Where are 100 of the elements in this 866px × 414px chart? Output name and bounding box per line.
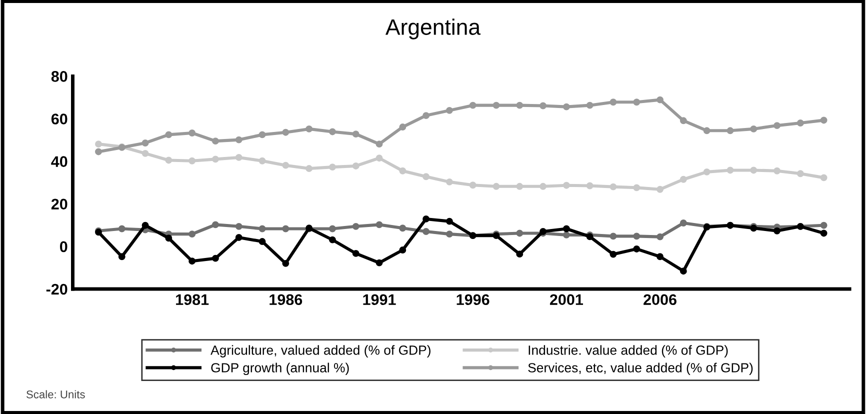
text: Scale: Units	[26, 390, 85, 398]
point	[258, 238, 266, 245]
x-tick-label: 2001	[550, 294, 584, 306]
point	[610, 250, 617, 258]
point	[328, 128, 336, 136]
legend-label: Agriculture, valued added (% of GDP)	[210, 345, 430, 358]
point	[750, 125, 758, 132]
point	[540, 182, 547, 190]
point	[282, 260, 290, 267]
point	[820, 230, 828, 237]
point	[188, 230, 196, 238]
point	[820, 222, 828, 229]
point	[376, 154, 383, 162]
point	[610, 232, 617, 240]
point	[188, 130, 196, 136]
point	[469, 182, 476, 189]
point	[306, 165, 313, 172]
y-tick-label: 20	[51, 198, 68, 210]
point	[726, 127, 734, 134]
point	[282, 225, 290, 232]
point	[399, 224, 406, 232]
point	[562, 231, 570, 238]
y-tick-label: 80	[51, 71, 68, 82]
point	[212, 221, 219, 228]
point	[562, 182, 570, 189]
point	[656, 253, 664, 260]
legend-label: Services, etc, value added (% of GDP)	[528, 362, 753, 376]
point	[796, 120, 804, 126]
point	[235, 222, 242, 230]
point	[422, 173, 430, 180]
point	[328, 236, 336, 244]
point	[516, 250, 524, 258]
point	[796, 170, 804, 178]
y-tick-label: 0	[60, 241, 68, 252]
point	[633, 245, 640, 252]
point	[352, 250, 360, 257]
point	[446, 178, 453, 186]
point	[492, 182, 500, 190]
point	[422, 112, 430, 120]
point	[352, 130, 360, 138]
x-tick-label: 1981	[176, 294, 209, 306]
point	[376, 140, 383, 148]
point	[235, 154, 242, 161]
point	[235, 136, 242, 144]
point	[562, 225, 570, 232]
point	[446, 106, 453, 114]
point	[328, 164, 336, 171]
point	[680, 268, 687, 275]
point	[118, 225, 126, 232]
point	[399, 124, 406, 131]
legend-label: Industrie. value added (% of GDP)	[528, 345, 728, 358]
point	[142, 140, 149, 146]
point	[165, 131, 172, 138]
chart-title: Argentina	[385, 18, 481, 40]
point	[352, 222, 360, 230]
point	[258, 131, 266, 138]
y-tick-label: 60	[51, 114, 68, 124]
point	[680, 220, 687, 226]
point	[376, 221, 383, 228]
point	[774, 227, 780, 234]
point	[376, 259, 383, 266]
point	[610, 98, 617, 106]
point	[352, 162, 360, 170]
point	[399, 246, 406, 254]
y-tick-label: 40	[51, 156, 68, 167]
point	[306, 125, 313, 132]
x-tick-label: 1996	[456, 294, 490, 306]
point	[703, 127, 710, 134]
point	[469, 102, 476, 109]
point	[540, 102, 547, 110]
point	[188, 258, 196, 265]
point	[142, 150, 149, 157]
point	[656, 96, 664, 104]
point	[633, 98, 640, 106]
point	[516, 230, 524, 237]
point	[586, 102, 594, 109]
point	[726, 166, 734, 174]
point	[680, 176, 687, 183]
point	[282, 162, 290, 169]
y-tick-label: -20	[46, 284, 68, 295]
point	[750, 166, 758, 174]
point	[446, 230, 453, 238]
point	[633, 184, 640, 192]
point	[165, 234, 172, 242]
point	[212, 156, 219, 163]
point	[422, 215, 430, 222]
point	[516, 102, 524, 109]
point	[820, 174, 828, 182]
point	[258, 225, 266, 232]
point	[656, 186, 664, 193]
x-tick-label: 2006	[644, 294, 676, 306]
point	[212, 138, 219, 145]
point	[633, 232, 640, 240]
point	[258, 157, 266, 164]
point	[656, 233, 664, 240]
point	[118, 253, 126, 260]
point	[422, 228, 430, 235]
point	[328, 225, 336, 232]
point	[399, 167, 406, 174]
point	[562, 103, 570, 110]
